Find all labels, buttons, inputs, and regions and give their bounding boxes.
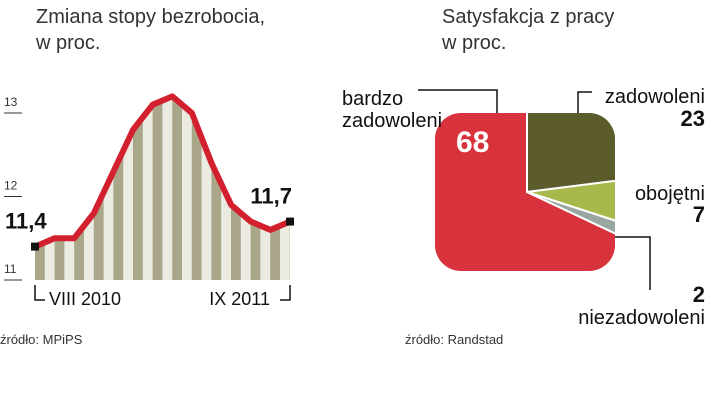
line-title: Zmiana stopy bezrobocia, w proc. [36, 6, 266, 54]
x-tick-label: VIII 2010 [49, 289, 121, 309]
y-tick-label: 12 [4, 179, 18, 193]
value-label: 11,7 [250, 183, 292, 208]
pie [435, 113, 615, 271]
value-label: 23 [680, 106, 705, 131]
value-label: 11,4 [5, 208, 47, 233]
pie-slice [526, 170, 615, 243]
value-label: 68 [456, 126, 490, 159]
legend-label: obojętni [634, 183, 705, 205]
y-tick-label: 13 [4, 95, 18, 109]
legend-label: bardzo zadowoleni [342, 88, 443, 132]
x-tick-label: IX 2011 [209, 289, 270, 309]
area [35, 96, 290, 280]
line [33, 93, 292, 250]
y-tick-label: 11 [4, 262, 17, 276]
pie-slice [526, 113, 615, 194]
legend-label: zadowoleni [604, 86, 705, 108]
pie-slice [435, 113, 615, 271]
pie-title: Satysfakcja z pracy w proc. [442, 6, 615, 54]
value-label: 2 [692, 282, 705, 307]
source: źródło: Randstad [405, 332, 504, 347]
legend-label: niezadowoleni [578, 307, 705, 329]
pie-slice [526, 191, 615, 262]
source: źródło: MPiPS [0, 332, 83, 347]
point [31, 242, 39, 251]
point [286, 217, 294, 226]
value-label: 7 [692, 202, 705, 227]
